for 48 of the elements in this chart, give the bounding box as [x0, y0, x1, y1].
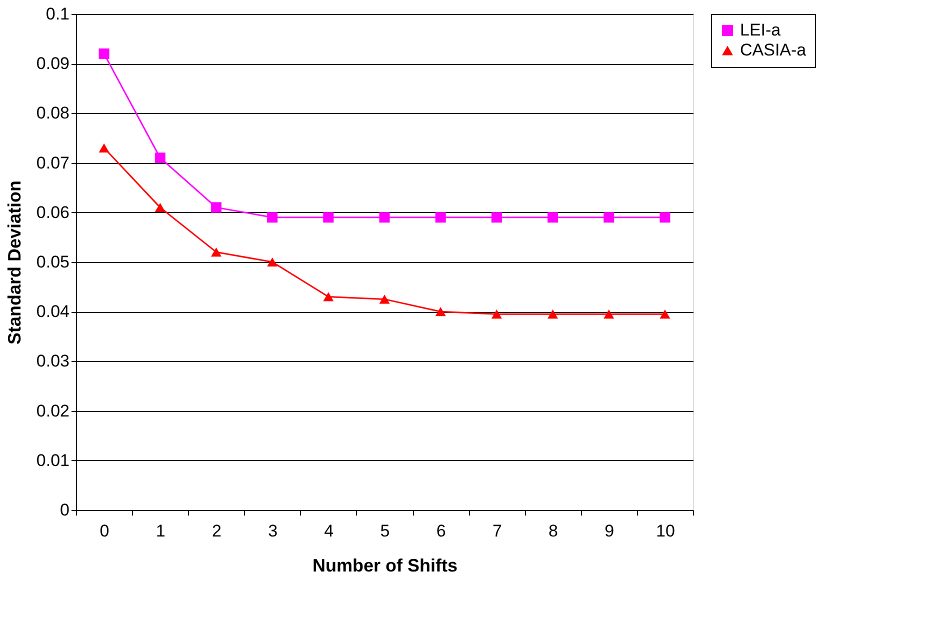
x-tick-label: 6 [436, 522, 446, 540]
legend-label: LEI-a [740, 20, 782, 40]
y-tick-label: 0.08 [36, 104, 70, 123]
point [660, 212, 670, 223]
y-tick-label: 0.04 [36, 302, 70, 322]
point [323, 212, 334, 223]
point [267, 212, 278, 223]
x-axis-title: Number of Shifts [312, 556, 458, 576]
y-tick-label: 0.05 [36, 252, 70, 272]
point [154, 152, 166, 164]
point [435, 307, 446, 316]
x-tick-label: 1 [156, 522, 166, 540]
x-tick-label: 8 [548, 522, 558, 540]
point [98, 48, 110, 59]
x-tick-label: 9 [604, 522, 614, 540]
point [604, 310, 614, 319]
point [435, 212, 446, 223]
point [210, 248, 222, 257]
x-tick-label: 10 [656, 522, 675, 540]
point [660, 310, 670, 319]
x-tick-label: 5 [380, 522, 390, 540]
point [548, 310, 558, 319]
point [491, 310, 502, 319]
point [604, 212, 614, 223]
point [154, 202, 166, 212]
y-tick-label: 0.07 [36, 153, 70, 172]
point [210, 202, 222, 213]
point [379, 212, 390, 223]
x-tick-label: 4 [324, 522, 334, 540]
x-tick-label: 3 [268, 522, 278, 540]
y-axis-title: Standard Deviation [4, 180, 24, 345]
y-tick-label: 0.03 [36, 352, 70, 371]
y-tick-label: 0 [60, 500, 70, 520]
point [267, 257, 278, 267]
y-tick-label: 0.1 [46, 4, 70, 24]
point [548, 212, 558, 223]
y-tick-label: 0.02 [36, 401, 70, 420]
point [98, 143, 110, 152]
point [323, 292, 334, 302]
x-tick-label: 0 [100, 522, 110, 540]
x-tick-label: 7 [492, 522, 502, 540]
x-tick-label: 2 [212, 522, 222, 540]
point [379, 294, 390, 304]
y-tick-label: 0.09 [36, 54, 70, 74]
legend-label: CASIA-a [740, 40, 807, 60]
y-tick-label: 0.01 [36, 450, 70, 470]
point [491, 212, 502, 223]
y-tick-label: 0.06 [36, 202, 70, 222]
